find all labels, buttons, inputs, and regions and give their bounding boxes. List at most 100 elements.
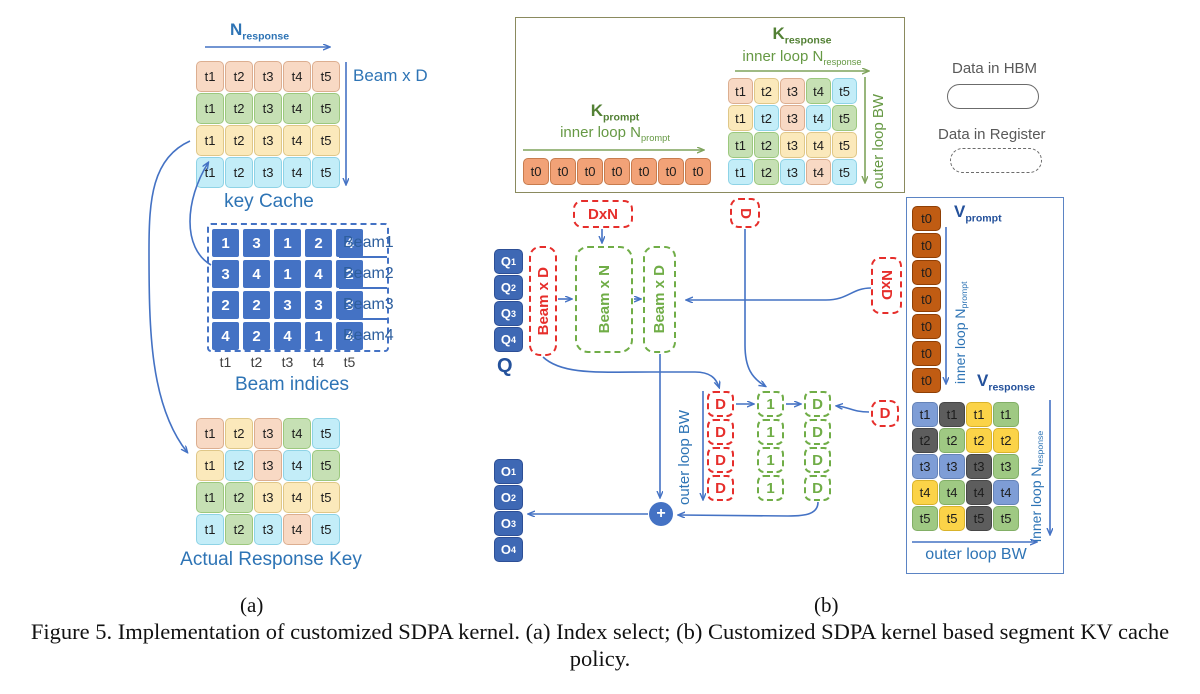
actual-response-key-cell: t1 (196, 514, 224, 545)
one-column-box: 1 (757, 475, 784, 501)
actual-response-key-cell: t5 (312, 450, 340, 481)
k-response-loop-label: inner loop Nresponse (742, 48, 862, 67)
actual-response-key-cell: t4 (283, 482, 311, 513)
beam-separator (339, 256, 387, 258)
k-response-cell: t1 (728, 159, 753, 185)
key-cache-cell: t4 (283, 61, 311, 92)
k-response-cell: t2 (754, 78, 779, 104)
key-cache-cell: t3 (254, 93, 282, 124)
v-prompt-cell: t0 (912, 341, 941, 366)
beam-index-cell: 3 (243, 229, 270, 257)
subfigure-a-label: (a) (240, 593, 264, 617)
v-cache-box (906, 197, 1064, 574)
v-response-cell: t3 (939, 454, 965, 479)
d-top-label: D (736, 207, 754, 219)
figure-caption: Figure 5. Implementation of customized S… (30, 619, 1170, 672)
beam-index-cell: 2 (212, 291, 239, 319)
beam-index-cell: 4 (274, 322, 301, 350)
beam-separator (339, 318, 387, 320)
k-prompt-cell: t0 (550, 158, 576, 185)
d2-column-box: D (804, 475, 831, 501)
k-prompt-cell: t0 (577, 158, 603, 185)
v-prompt-cell: t0 (912, 233, 941, 258)
actual-response-key-cell: t1 (196, 482, 224, 513)
key-cache-cell: t4 (283, 157, 311, 188)
one-column-box: 1 (757, 447, 784, 473)
v-response-label: Vresponse (977, 371, 1036, 394)
k-prompt-cell: t0 (631, 158, 657, 185)
beam-index-cell: 4 (212, 322, 239, 350)
actual-response-key-cell: t3 (254, 418, 282, 449)
v-prompt-cell: t0 (912, 368, 941, 393)
beam-col-label: t2 (250, 354, 263, 370)
key-cache-cell: t2 (225, 125, 253, 156)
q-label: Q (497, 355, 513, 377)
beam-index-cell: 4 (305, 260, 332, 288)
v-response-cell: t4 (939, 480, 965, 505)
v-response-cell: t3 (966, 454, 992, 479)
beam-indices-title: Beam indices (234, 374, 350, 395)
key-cache-cell: t1 (196, 61, 224, 92)
beam-index-cell: 2 (305, 229, 332, 257)
actual-response-key-cell: t5 (312, 482, 340, 513)
k-response-cell: t1 (728, 78, 753, 104)
v-response-cell: t1 (912, 402, 938, 427)
k-response-cell: t5 (832, 159, 857, 185)
legend-register-label: Data in Register (938, 126, 1046, 143)
k-cache-box (515, 17, 905, 193)
k-response-cell: t4 (806, 132, 831, 158)
v-response-cell: t1 (993, 402, 1019, 427)
d-top-box: D (730, 198, 760, 228)
actual-response-key-cell: t2 (225, 418, 253, 449)
v-response-cell: t3 (993, 454, 1019, 479)
actual-response-key-cell: t1 (196, 450, 224, 481)
beam-indices-outline (207, 223, 389, 352)
beam-index-cell: 4 (336, 322, 363, 350)
actual-response-key-cell: t2 (225, 514, 253, 545)
k-response-cell: t4 (806, 78, 831, 104)
d-column-box: D (707, 475, 734, 501)
beam-x-d-green-label: Beam x D (651, 265, 668, 334)
beam-col-label: t1 (219, 354, 232, 370)
d2-column-box: D (804, 447, 831, 473)
k-prompt-cell: t0 (604, 158, 630, 185)
v-response-cell: t2 (912, 428, 938, 453)
key-cache-cell: t5 (312, 61, 340, 92)
v-response-cell: t5 (966, 506, 992, 531)
key-cache-cell: t1 (196, 157, 224, 188)
legend-hbm-label: Data in HBM (952, 60, 1038, 77)
v-response-cell: t2 (966, 428, 992, 453)
beam-index-cell: 4 (243, 260, 270, 288)
beam-x-d-label-a: Beam x D (353, 66, 428, 85)
k-response-cell: t3 (780, 132, 805, 158)
v-prompt-cell: t0 (912, 206, 941, 231)
beam-row-label: Beam3 (343, 296, 394, 313)
k-response-cell: t2 (754, 159, 779, 185)
beam-index-cell: 3 (212, 260, 239, 288)
k-prompt-loop-label: inner loop Nprompt (560, 124, 670, 143)
v-response-outer-loop-label: outer loop BW (925, 546, 1027, 563)
register-shape (950, 148, 1042, 173)
d-column-box: D (707, 391, 734, 417)
v-response-cell: t1 (939, 402, 965, 427)
beam-index-cell: 1 (212, 229, 239, 257)
beam-col-label: t5 (343, 354, 356, 370)
key-cache-cell: t2 (225, 61, 253, 92)
v-response-cell: t4 (993, 480, 1019, 505)
v-prompt-cell: t0 (912, 314, 941, 339)
k-response-cell: t5 (832, 78, 857, 104)
beam-x-d-red-label: Beam x D (534, 266, 552, 336)
actual-response-key-cell: t5 (312, 514, 340, 545)
beam-index-cell: 4 (336, 229, 363, 257)
actual-response-key-cell: t3 (254, 514, 282, 545)
key-cache-cell: t5 (312, 93, 340, 124)
actual-response-key-cell: t2 (225, 450, 253, 481)
v-prompt-cell: t0 (912, 260, 941, 285)
d2-column-box: D (804, 391, 831, 417)
outer-loop-bw-label: outer loop BW (676, 409, 693, 505)
